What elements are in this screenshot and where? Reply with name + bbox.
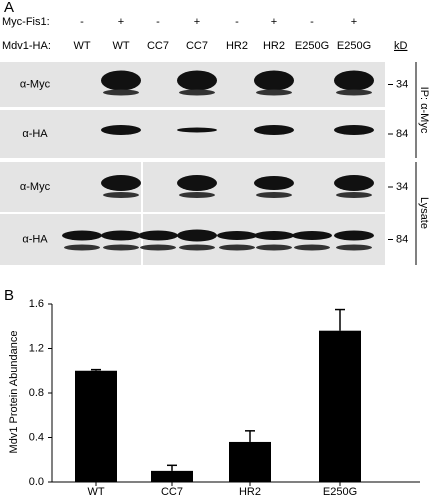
myc-fis1-sign: -: [80, 16, 84, 28]
band: [101, 70, 141, 91]
x-tick-label: HR2: [239, 486, 261, 498]
y-tick-label: 0.8: [29, 387, 44, 399]
band: [334, 175, 374, 191]
band: [334, 230, 374, 241]
blot-label: α-Myc: [20, 181, 51, 193]
x-tick-label: WT: [87, 486, 104, 498]
lane-label: WT: [112, 40, 129, 52]
band: [254, 231, 294, 240]
band: [217, 231, 257, 240]
lane-label: HR2: [226, 40, 248, 52]
band: [336, 244, 372, 251]
band: [101, 175, 141, 191]
band: [292, 231, 332, 240]
kd-value: 84: [396, 128, 408, 140]
band: [256, 89, 292, 96]
lane-label: CC7: [186, 40, 208, 52]
myc-fis1-sign: +: [351, 16, 357, 28]
band: [177, 70, 217, 91]
x-tick-label: CC7: [161, 486, 183, 498]
myc-fis1-sign: -: [235, 16, 239, 28]
panel-label: B: [4, 287, 14, 304]
lane-label: WT: [73, 40, 90, 52]
band: [103, 244, 139, 251]
band: [256, 244, 292, 251]
band: [334, 70, 374, 91]
panel-label: A: [4, 0, 14, 16]
band: [254, 70, 294, 91]
band: [140, 244, 176, 251]
band: [101, 125, 141, 135]
band: [177, 175, 217, 191]
band: [179, 192, 215, 198]
band: [101, 230, 141, 241]
kd-value: 34: [396, 181, 408, 193]
band: [62, 230, 102, 241]
group-label: Lysate: [418, 197, 430, 229]
myc-fis1-sign: -: [310, 16, 314, 28]
bar: [229, 441, 271, 482]
y-axis-label: Mdv1 Protein Abundance: [8, 331, 20, 454]
bar: [75, 370, 117, 482]
band: [179, 89, 215, 96]
row-label: Myc-Fis1:: [2, 16, 50, 28]
x-tick-label: E250G: [323, 486, 357, 498]
group-label: IP: α-Myc: [418, 87, 430, 134]
band: [179, 244, 215, 251]
band: [256, 192, 292, 198]
blot: [0, 110, 385, 158]
band: [336, 89, 372, 96]
blot-label: α-HA: [22, 128, 48, 140]
blot-label: α-HA: [22, 233, 48, 245]
y-tick-label: 0.4: [29, 431, 44, 443]
kd-value: 84: [396, 233, 408, 245]
kd-value: 34: [396, 78, 408, 90]
myc-fis1-sign: -: [156, 16, 160, 28]
row-label: Mdv1-HA:: [2, 40, 51, 52]
y-tick-label: 1.6: [29, 298, 44, 310]
myc-fis1-sign: +: [194, 16, 200, 28]
blot-label: α-Myc: [20, 78, 51, 90]
lane-label: CC7: [147, 40, 169, 52]
lane-label: E250G: [337, 40, 371, 52]
band: [103, 192, 139, 198]
band: [294, 244, 330, 251]
kd-label: kD: [394, 40, 408, 52]
lane-label: HR2: [263, 40, 285, 52]
lane-label: E250G: [295, 40, 329, 52]
band: [254, 125, 294, 135]
band: [103, 89, 139, 96]
bar: [319, 330, 361, 482]
band: [177, 127, 217, 133]
band: [334, 125, 374, 135]
band: [64, 244, 100, 251]
band: [336, 192, 372, 198]
y-tick-label: 1.2: [29, 342, 44, 354]
band: [219, 244, 255, 251]
myc-fis1-sign: +: [118, 16, 124, 28]
bar: [151, 470, 193, 482]
band: [254, 176, 294, 190]
band: [138, 230, 178, 241]
band: [177, 229, 217, 242]
myc-fis1-sign: +: [271, 16, 277, 28]
y-tick-label: 0.0: [29, 476, 44, 488]
